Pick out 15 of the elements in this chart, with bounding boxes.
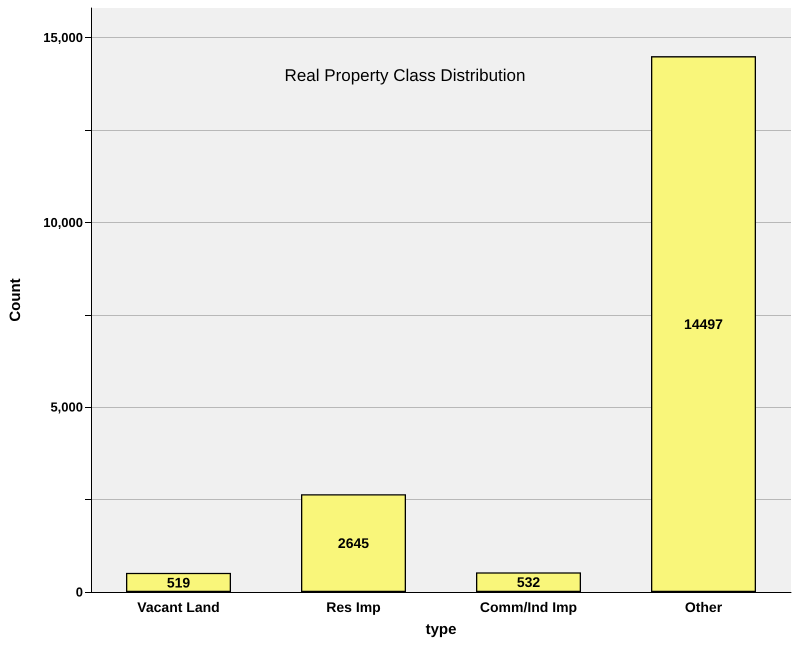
y-tick-label: 10,000 — [43, 214, 83, 230]
data-label: 532 — [516, 574, 540, 590]
y-tick-label: 5,000 — [50, 400, 83, 415]
x-axis-title: type — [426, 621, 456, 638]
y-tick-label: 15,000 — [43, 30, 83, 46]
y-tick-label: 0 — [76, 584, 83, 600]
x-tick-label: Vacant Land — [137, 599, 220, 615]
data-label: 519 — [166, 574, 190, 590]
data-label: 2645 — [338, 535, 370, 552]
x-tick-label: Res Imp — [326, 599, 381, 615]
data-label: 14497 — [684, 316, 724, 332]
x-tick-label: Comm/Ind Imp — [480, 599, 578, 615]
x-tick-label: Other — [684, 599, 723, 615]
text: Real Property Class Distribution — [284, 66, 526, 85]
y-axis-title: Count — [7, 278, 24, 322]
